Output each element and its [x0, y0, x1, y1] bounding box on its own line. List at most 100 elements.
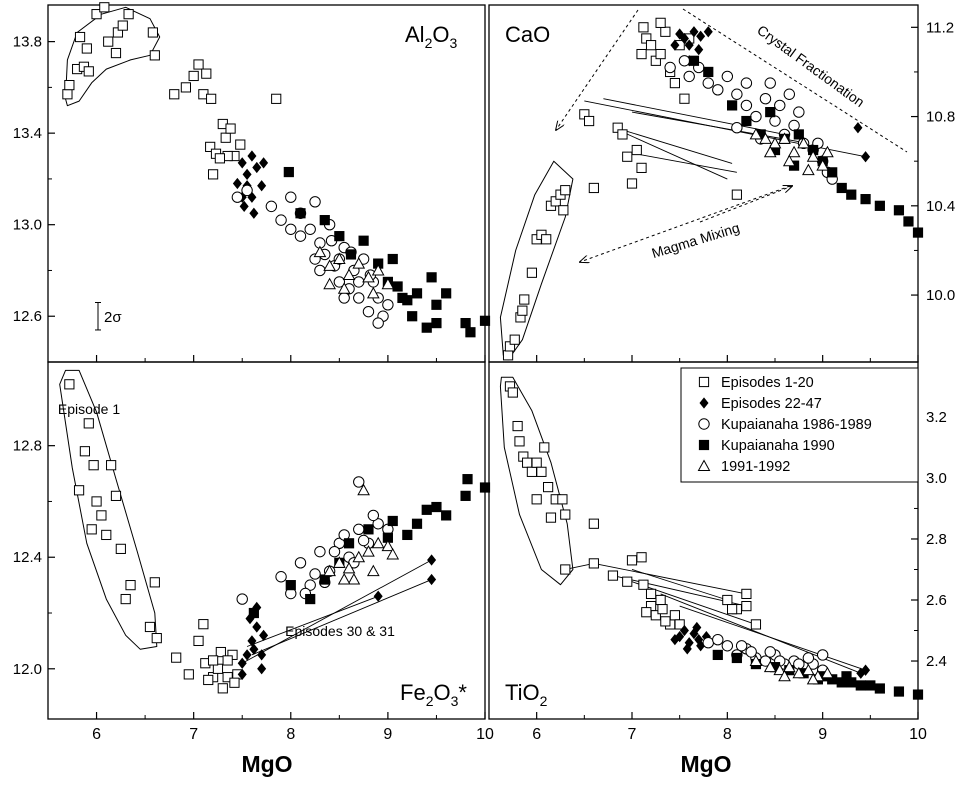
series-open-triangle: [323, 536, 400, 585]
data-point: [874, 683, 885, 694]
data-point: [679, 93, 690, 104]
data-point: [539, 442, 550, 453]
panel-frame: [488, 361, 919, 720]
annotation-label: Episodes 30 & 31: [285, 623, 395, 639]
data-point: [588, 182, 599, 194]
data-point: [239, 200, 249, 213]
data-point: [387, 515, 398, 527]
magma-mixing-arrow-head: [699, 186, 792, 223]
data-point: [560, 564, 571, 575]
data-point: [323, 277, 336, 290]
y-tick-label: 12.4: [13, 549, 42, 566]
data-point: [703, 26, 713, 38]
title-part: 2: [425, 35, 433, 51]
data-point: [712, 84, 724, 96]
data-point: [259, 157, 269, 169]
data-point: [392, 281, 403, 292]
data-point: [337, 282, 351, 294]
data-point: [88, 460, 99, 471]
tie-line: [627, 151, 737, 173]
data-point: [198, 619, 209, 630]
data-point: [275, 214, 287, 226]
data-point: [788, 119, 800, 132]
data-point: [792, 666, 806, 679]
data-point: [241, 184, 253, 197]
data-point: [242, 168, 252, 180]
data-point: [205, 141, 216, 152]
panel-top-left: 12.6 13.0 13.4 13.8 Al2O3 2σ: [13, 2, 491, 363]
legend-box: [680, 367, 919, 483]
panel-bottom-right: 6 7 8 9 10 2.4 2.6 2.8 3.0 3.2 TiO2: [488, 361, 947, 743]
data-point: [247, 635, 257, 647]
data-point: [421, 322, 432, 333]
data-point: [853, 122, 863, 134]
data-point: [304, 223, 316, 235]
data-point: [502, 350, 514, 361]
title-part: 2: [540, 693, 548, 709]
series-filled-diamond: [670, 26, 871, 163]
data-point: [731, 122, 743, 134]
data-point: [645, 588, 657, 599]
data-point: [366, 286, 380, 299]
data-point: [821, 145, 834, 158]
data-point: [558, 205, 569, 216]
data-point: [749, 127, 763, 140]
legend-marker: [698, 418, 710, 430]
tie-line: [246, 595, 379, 647]
series-filled-diamond: [232, 150, 269, 219]
data-point: [214, 153, 225, 164]
data-point: [769, 115, 781, 127]
y-tick-label: 12.6: [13, 308, 42, 325]
data-point: [636, 552, 647, 563]
data-point: [722, 594, 733, 606]
data-point: [689, 26, 699, 38]
data-point: [342, 561, 356, 574]
annotation-label: Episode 1: [58, 401, 120, 417]
data-point: [381, 277, 395, 290]
data-point: [353, 523, 365, 536]
data-point: [212, 663, 224, 674]
data-point: [712, 633, 724, 646]
group-outline: [65, 6, 161, 107]
data-point: [275, 571, 287, 583]
data-point: [816, 649, 829, 661]
data-point: [669, 77, 680, 89]
data-point: [846, 189, 857, 200]
data-point: [431, 317, 442, 329]
y-tick-label: 12.8: [13, 438, 42, 455]
data-point: [319, 215, 330, 226]
title-part: 2: [426, 693, 434, 709]
data-point: [242, 649, 252, 661]
data-point: [372, 317, 384, 329]
data-point: [106, 460, 117, 471]
data-point: [352, 550, 366, 563]
data-point: [294, 557, 307, 569]
data-point: [352, 257, 366, 269]
data-point: [358, 235, 369, 246]
data-point: [774, 99, 786, 112]
data-point: [91, 9, 102, 20]
data-point: [827, 167, 838, 178]
data-point: [144, 621, 156, 633]
tie-line: [631, 111, 809, 144]
data-point: [740, 77, 753, 89]
data-point: [283, 166, 294, 178]
x-tick-label: 6: [532, 726, 541, 743]
data-point: [782, 154, 796, 167]
data-point: [257, 180, 267, 192]
data-point: [220, 132, 231, 143]
tie-line: [679, 605, 866, 671]
data-point: [101, 529, 112, 541]
magma-mixing-arrow: [580, 185, 791, 262]
title-part: O: [432, 22, 449, 47]
data-point: [636, 162, 647, 173]
data-point: [285, 580, 296, 591]
data-point: [83, 66, 94, 77]
data-point: [741, 115, 752, 127]
x-tick-label: 8: [286, 726, 295, 743]
data-point: [231, 191, 244, 203]
data-point: [626, 178, 638, 189]
data-point: [207, 169, 219, 180]
data-point: [215, 646, 226, 658]
data-point: [675, 630, 685, 643]
